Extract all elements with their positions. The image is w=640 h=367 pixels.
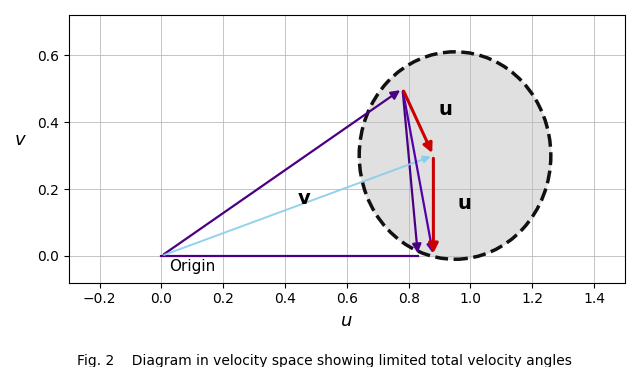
- X-axis label: u: u: [341, 312, 353, 330]
- Y-axis label: v: v: [15, 131, 26, 149]
- Text: $\mathbf{v}$: $\mathbf{v}$: [298, 189, 312, 208]
- Text: $\mathbf{u}$: $\mathbf{u}$: [456, 194, 471, 213]
- Text: $\mathbf{u}$: $\mathbf{u}$: [438, 101, 452, 119]
- Text: Origin: Origin: [169, 259, 216, 274]
- Text: Fig. 2    Diagram in velocity space showing limited total velocity angles: Fig. 2 Diagram in velocity space showing…: [77, 354, 572, 367]
- Circle shape: [359, 52, 551, 259]
